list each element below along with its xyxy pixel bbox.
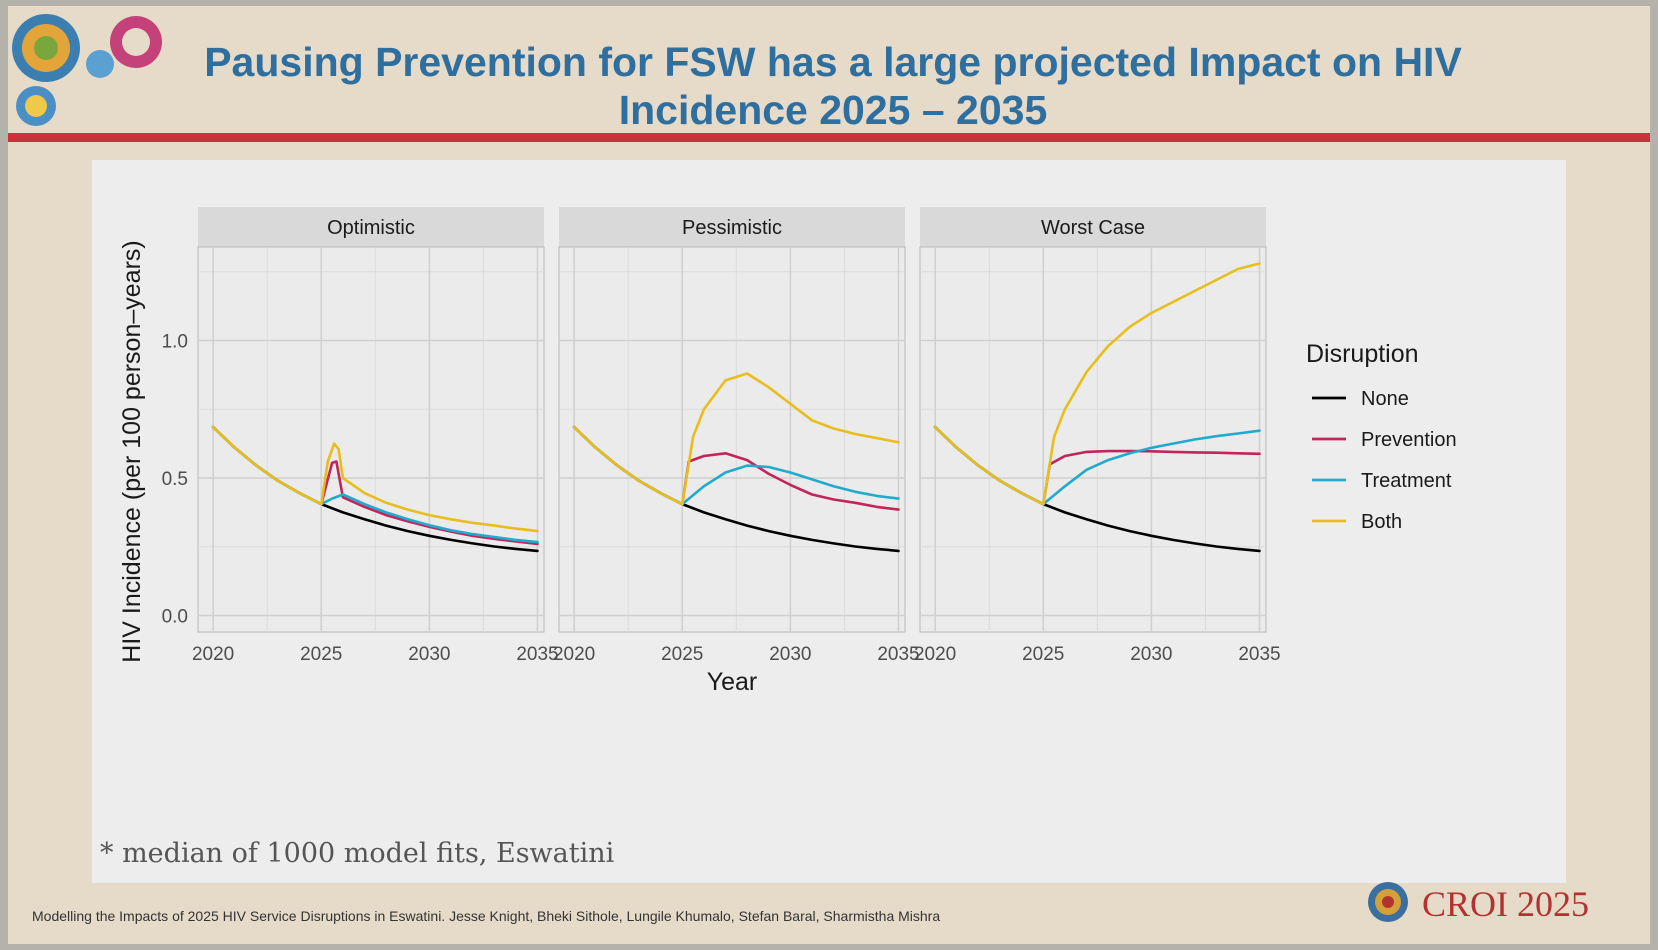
virus-decoration-icon [12,14,162,126]
legend-label-none: None [1361,388,1409,410]
series-line-pessimistic-both [572,372,900,506]
x-axis-title: Year [707,668,758,696]
y-tick-label: 1.0 [162,332,188,353]
chart-panel: Optimistic 2020 2025 2030 2035 Pessimistic 202… [92,160,1566,883]
x-tick-label: 2035 [1238,644,1280,665]
faceted-line-chart: Optimistic 2020 2025 2030 2035 Pessimistic 202… [118,207,1457,696]
facet-plot-area-optimistic [197,246,545,633]
x-tick-label: 2030 [769,644,811,665]
x-tick-label: 2025 [300,644,342,665]
x-tick-label: 2020 [914,644,956,665]
facet-strip-pessimistic [559,207,905,247]
x-tick-label: 2035 [516,644,558,665]
croi-logo-text: CROI 2025 [1422,884,1590,924]
x-tick-label: 2020 [192,644,234,665]
x-tick-label: 2025 [661,644,703,665]
facet-label-optimistic: Optimistic [327,217,415,239]
title-line-2: Incidence 2025 – 2035 [618,87,1048,133]
facet-strip-worst-case [920,207,1266,247]
y-tick-label: 0.0 [162,607,188,628]
x-tick-label: 2035 [877,644,919,665]
x-tick-label: 2030 [408,644,450,665]
croi-virus-icon [1368,882,1408,922]
facet-label-worst-case: Worst Case [1041,217,1145,239]
series-line-worst-case-both [933,262,1261,506]
legend-label-treatment: Treatment [1361,470,1452,492]
title-divider [8,133,1650,142]
slide-title: Pausing Prevention for FSW has a large p… [183,38,1483,134]
legend-title: Disruption [1306,340,1419,368]
legend-label-both: Both [1361,511,1402,533]
citation: Modelling the Impacts of 2025 HIV Servic… [32,908,941,924]
slide: Pausing Prevention for FSW has a large p… [8,6,1650,944]
facet-strip-optimistic [198,207,544,247]
x-tick-label: 2020 [553,644,595,665]
facet-plot-area-worst-case [919,246,1267,633]
facet-label-pessimistic: Pessimistic [682,217,782,239]
footnote: * median of 1000 model fits, Eswatini [100,838,615,869]
legend-label-prevention: Prevention [1361,429,1457,451]
facet-plot-area-pessimistic [558,246,906,633]
title-line-1: Pausing Prevention for FSW has a large p… [204,39,1462,85]
y-axis-title: HIV Incidence (per 100 person–years) [118,240,146,662]
series-line-optimistic-both [211,425,539,533]
y-tick-label: 0.5 [162,469,188,490]
croi-logo: CROI 2025 [1358,878,1589,930]
x-tick-label: 2030 [1130,644,1172,665]
x-tick-label: 2025 [1022,644,1064,665]
